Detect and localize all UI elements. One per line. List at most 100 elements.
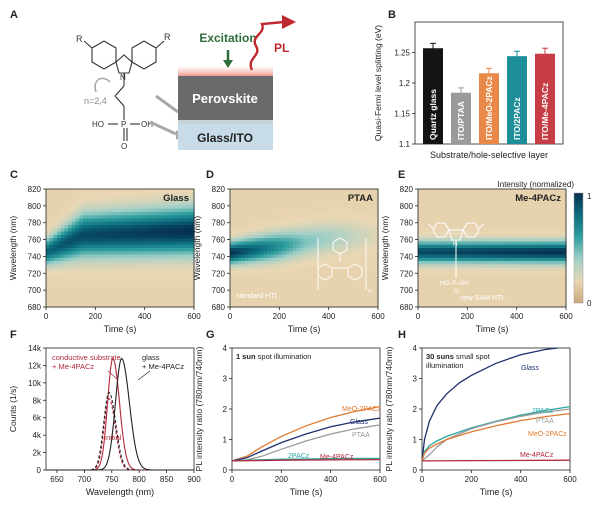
heatmap-cell <box>94 202 99 206</box>
heatmap-cell <box>149 208 154 213</box>
heatmap-cell <box>142 251 147 256</box>
heatmap-cell <box>510 205 515 210</box>
heatmap-cell <box>64 225 69 229</box>
heatmap-cell <box>440 261 445 265</box>
heatmap-cell <box>425 221 430 226</box>
heatmap-cell <box>307 241 312 246</box>
heatmap-cell <box>300 248 305 252</box>
heatmap-cell <box>551 221 556 226</box>
heatmap-cell <box>267 251 272 256</box>
heatmap-cell <box>134 284 140 288</box>
heatmap-cell <box>443 277 449 282</box>
x-tick-label: 0 <box>44 312 49 321</box>
heatmap-cell <box>292 241 298 246</box>
heatmap-cell <box>244 303 250 308</box>
heatmap-cell <box>514 290 519 295</box>
heatmap-cell <box>543 215 549 220</box>
heatmap-cell <box>186 195 191 200</box>
heatmap-cell <box>145 225 151 229</box>
standard-htl-label: standard HTL <box>236 293 279 300</box>
heatmap-cell <box>363 225 368 229</box>
heatmap-cell <box>307 277 312 282</box>
heatmap-cell <box>142 189 147 193</box>
heatmap-cell <box>443 297 449 302</box>
heatmap-cell <box>263 303 268 308</box>
heatmap-cell <box>443 202 449 206</box>
heatmap-cell <box>311 218 316 223</box>
heatmap-cell <box>46 231 51 236</box>
excitation-label: Excitation <box>199 31 256 45</box>
heatmap-cell <box>355 192 361 197</box>
heatmap-cell <box>304 228 309 233</box>
heatmap-cell <box>499 284 504 288</box>
heatmap-cell <box>521 238 526 243</box>
heatmap-cell <box>315 192 320 197</box>
pl-label: PL <box>274 41 289 55</box>
heatmap-cell <box>315 218 320 223</box>
heatmap-cell <box>374 189 379 193</box>
heatmap-cell <box>315 211 320 216</box>
heatmap-cell <box>455 189 460 193</box>
heatmap-cell <box>79 211 84 216</box>
heatmap-cell <box>514 251 519 256</box>
heatmap-cell <box>477 195 482 200</box>
heatmap-cell <box>237 274 242 279</box>
heatmap-cell <box>116 192 121 197</box>
heatmap-cell <box>97 202 103 206</box>
heatmap-cell <box>418 234 423 239</box>
heatmap-cell <box>142 192 147 197</box>
heatmap-cell <box>554 287 560 292</box>
heatmap-cell <box>425 244 430 249</box>
heatmap-cell <box>278 280 283 285</box>
heatmap-cell <box>551 251 556 256</box>
heatmap-cell <box>182 241 188 246</box>
heatmap-cell <box>168 208 173 213</box>
heatmap-cell <box>263 241 268 246</box>
heatmap-cell <box>179 228 184 233</box>
heatmap-cell <box>307 218 312 223</box>
heatmap-cell <box>429 218 434 223</box>
heatmap-cell <box>307 205 312 210</box>
heatmap-cell <box>153 251 158 256</box>
heatmap-cell <box>506 267 512 272</box>
heatmap-cell <box>517 241 523 246</box>
heatmap-cell <box>267 287 272 292</box>
heatmap-cell <box>562 231 567 236</box>
heatmap-cell <box>469 293 475 298</box>
heatmap-cell <box>322 208 327 213</box>
heatmap-cell <box>281 189 287 193</box>
heatmap-cell <box>190 228 195 233</box>
heatmap-cell <box>49 244 54 249</box>
heatmap-cell <box>123 284 128 288</box>
heatmap-cell <box>97 284 103 288</box>
heatmap-cell <box>447 192 452 197</box>
heatmap-cell <box>348 274 353 279</box>
heatmap-cell <box>75 221 80 226</box>
heatmap-cell <box>432 192 438 197</box>
heatmap-cell <box>304 274 309 279</box>
heatmap-cell <box>168 195 173 200</box>
heatmap-cell <box>79 290 84 295</box>
heatmap-cell <box>326 287 331 292</box>
heatmap-cell <box>532 280 537 285</box>
heatmap-cell <box>105 251 110 256</box>
heatmap-cell <box>480 211 486 216</box>
heatmap-cell <box>484 234 489 239</box>
heatmap-cell <box>447 274 452 279</box>
heatmap-cell <box>57 284 62 288</box>
bar-category-label: Quartz glass <box>428 89 438 140</box>
heatmap-cell <box>418 205 423 210</box>
heatmap-cell <box>68 287 73 292</box>
heatmap-cell <box>252 290 257 295</box>
heatmap-cell <box>83 300 88 305</box>
heatmap-cell <box>370 261 375 265</box>
heatmap-cell <box>248 211 253 216</box>
heatmap-cell <box>134 251 140 256</box>
heatmap-cell <box>536 251 541 256</box>
heatmap-cell <box>503 234 508 239</box>
heatmap-cell <box>495 290 500 295</box>
heatmap-cell <box>255 303 261 308</box>
heatmap-cell <box>473 215 478 220</box>
heatmap-cell <box>90 195 95 200</box>
heatmap-cell <box>326 211 331 216</box>
